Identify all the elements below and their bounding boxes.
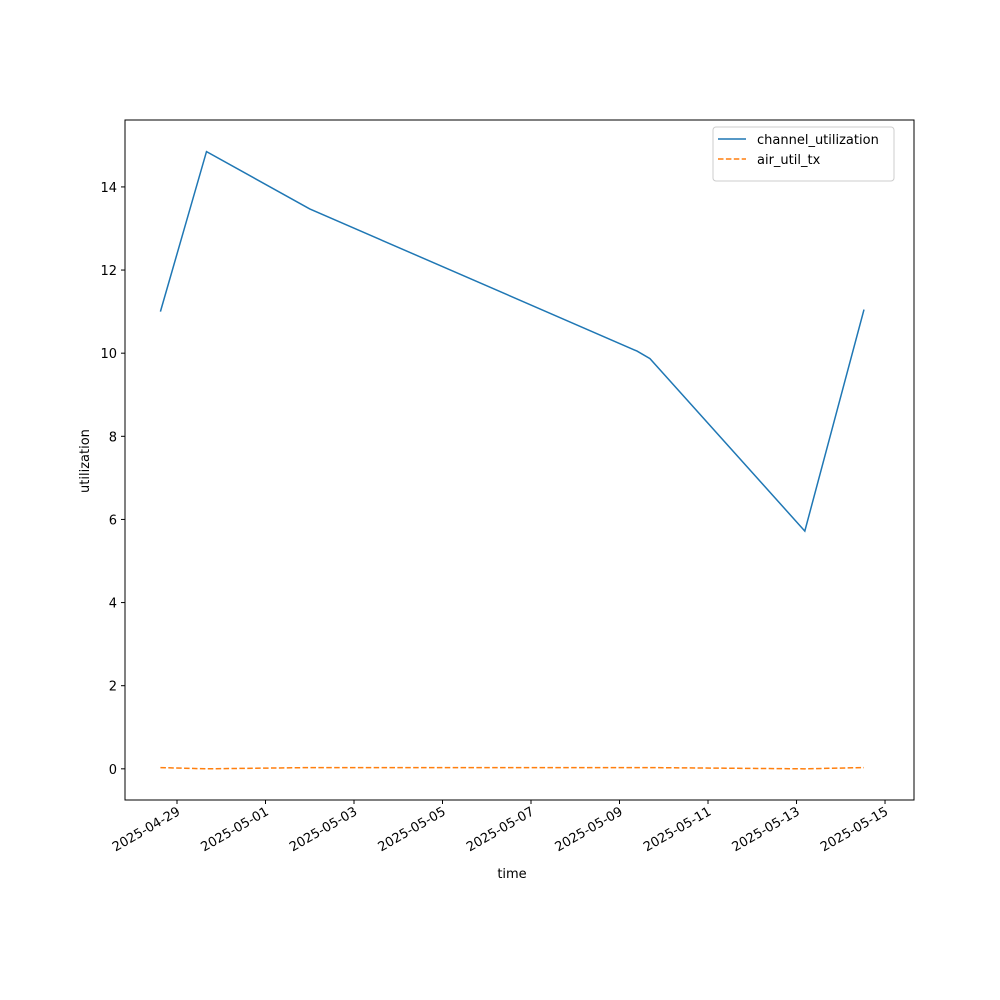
line — [160, 766, 865, 770]
y-tick-label: 2 — [109, 680, 117, 695]
y-tick-label: 12 — [100, 264, 117, 279]
x-tick-label: 2025-05-03 — [287, 804, 360, 855]
y-tick-label: 14 — [100, 181, 117, 196]
y-axis-label: utilization — [78, 429, 93, 493]
x-tick-label: 2025-05-07 — [464, 804, 537, 855]
legend-label: air_util_tx — [757, 153, 821, 168]
y-tick-label: 8 — [109, 430, 117, 445]
plot-frame — [124, 119, 915, 801]
y-tick-label: 4 — [109, 597, 117, 612]
x-tick-label: 2025-05-13 — [730, 804, 803, 855]
x-tick-label: 2025-05-09 — [553, 804, 626, 855]
x-tick-label: 2025-04-29 — [110, 804, 183, 855]
legend: channel_utilization air_util_tx — [712, 126, 895, 182]
line — [159, 150, 865, 533]
y-tick-label: 6 — [109, 513, 117, 528]
x-tick-label: 2025-05-05 — [376, 804, 449, 855]
y-tick-label: 10 — [100, 347, 117, 362]
x-tick-label: 2025-05-15 — [818, 804, 891, 855]
x-tick-label: 2025-05-11 — [641, 804, 714, 855]
legend-label: channel_utilization — [757, 133, 879, 148]
x-tick-label: 2025-05-01 — [199, 804, 272, 855]
y-tick-label: 0 — [109, 763, 117, 778]
x-axis-label: time — [497, 867, 526, 882]
legend-box — [712, 126, 895, 182]
